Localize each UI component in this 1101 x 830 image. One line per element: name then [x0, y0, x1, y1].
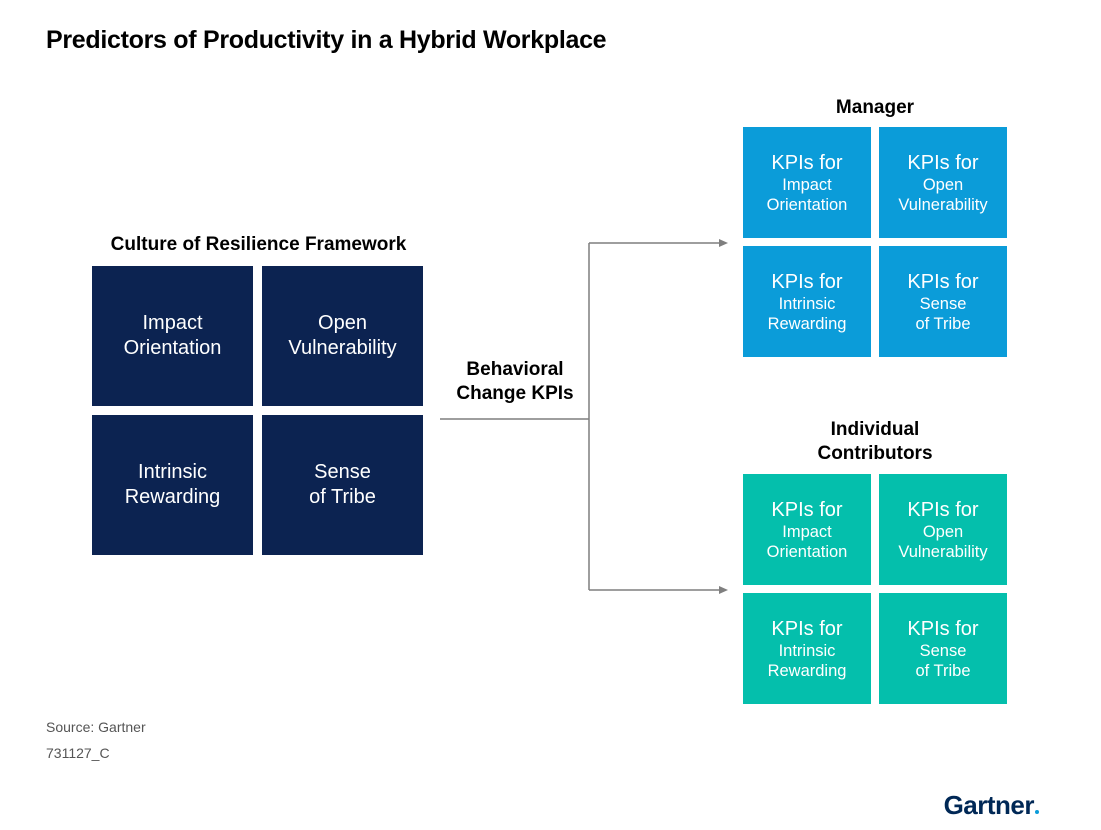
kpi-head: KPIs for	[907, 498, 979, 521]
framework-tile-open-vulnerability: Open Vulnerability	[262, 266, 423, 406]
framework-tile-intrinsic-rewarding: Intrinsic Rewarding	[92, 415, 253, 555]
kpi-head: KPIs for	[907, 151, 979, 174]
kpi-line: Vulnerability	[898, 195, 988, 214]
kpi-line: Sense	[919, 641, 967, 660]
kpi-head: KPIs for	[907, 617, 979, 640]
tile-line: of Tribe	[309, 486, 376, 508]
individual-title-line: Contributors	[817, 443, 933, 464]
kpi-head: KPIs for	[771, 151, 843, 174]
tile-line: Orientation	[123, 337, 222, 359]
framework-tile-sense-of-tribe: Sense of Tribe	[262, 415, 423, 555]
figure-code: 731127_C	[46, 745, 110, 761]
brand-dot-icon	[1035, 810, 1039, 814]
kpi-line: Impact	[782, 522, 832, 541]
kpi-line: Orientation	[766, 195, 848, 214]
arrow-head-individual	[719, 586, 728, 594]
kpi-line: Intrinsic	[778, 641, 836, 660]
tile-line: Open	[318, 312, 367, 334]
manager-kpi-sense-of-tribe: KPIs for Sense of Tribe	[879, 246, 1007, 357]
brand-name: Gartner	[943, 790, 1035, 820]
individual-kpi-sense-of-tribe: KPIs for Sense of Tribe	[879, 593, 1007, 704]
individual-kpi-intrinsic-rewarding: KPIs for Intrinsic Rewarding	[743, 593, 871, 704]
tile-line: Intrinsic	[138, 461, 207, 483]
source-note: Source: Gartner	[46, 719, 146, 735]
kpi-line: Rewarding	[767, 661, 847, 680]
individual-title-line: Individual	[830, 419, 920, 440]
tile-line: Impact	[142, 312, 203, 334]
kpi-line: Open	[922, 522, 964, 541]
kpi-head: KPIs for	[771, 498, 843, 521]
kpi-line: Sense	[919, 294, 967, 313]
kpi-line: Intrinsic	[778, 294, 836, 313]
arrow-head-manager	[719, 239, 728, 247]
individual-kpi-impact-orientation: KPIs for Impact Orientation	[743, 474, 871, 585]
connector-label: Behavioral Change KPIs	[445, 358, 585, 406]
kpi-line: Open	[922, 175, 964, 194]
framework-tile-impact-orientation: Impact Orientation	[92, 266, 253, 406]
framework-title: Culture of Resilience Framework	[110, 234, 407, 255]
kpi-head: KPIs for	[907, 270, 979, 293]
individual-title: Individual Contributors	[743, 418, 1007, 466]
kpi-head: KPIs for	[771, 617, 843, 640]
individual-kpi-open-vulnerability: KPIs for Open Vulnerability	[879, 474, 1007, 585]
manager-kpi-open-vulnerability: KPIs for Open Vulnerability	[879, 127, 1007, 238]
kpi-line: of Tribe	[915, 314, 971, 333]
tile-line: Rewarding	[124, 486, 221, 508]
kpi-line: Impact	[782, 175, 832, 194]
gartner-logo: Gartner	[944, 790, 1039, 821]
kpi-line: of Tribe	[915, 661, 971, 680]
kpi-head: KPIs for	[771, 270, 843, 293]
manager-title: Manager	[835, 97, 915, 118]
tile-line: Vulnerability	[288, 337, 397, 359]
manager-kpi-impact-orientation: KPIs for Impact Orientation	[743, 127, 871, 238]
page-title: Predictors of Productivity in a Hybrid W…	[46, 26, 607, 54]
kpi-line: Orientation	[766, 542, 848, 561]
connector-label-line: Behavioral	[466, 359, 564, 380]
tile-line: Sense	[314, 461, 371, 483]
connector-label-line: Change KPIs	[456, 383, 574, 404]
manager-kpi-intrinsic-rewarding: KPIs for Intrinsic Rewarding	[743, 246, 871, 357]
kpi-line: Rewarding	[767, 314, 847, 333]
kpi-line: Vulnerability	[898, 542, 988, 561]
